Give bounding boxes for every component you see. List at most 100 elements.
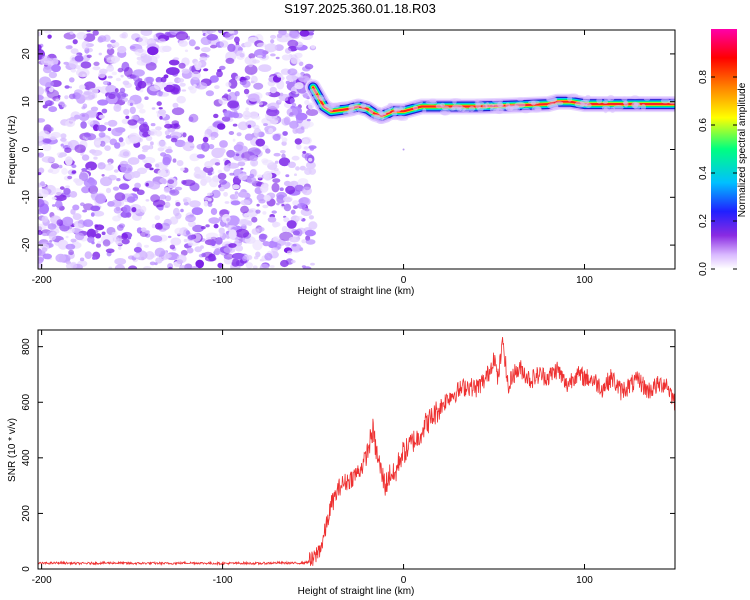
spectrogram-noise-blob: [272, 178, 281, 184]
spectrogram-noise-blob: [121, 238, 130, 245]
spectrogram-noise-blob: [145, 251, 155, 260]
spectrogram-noise-blob: [99, 68, 108, 75]
spectrogram-noise-blob: [283, 116, 291, 126]
spectrogram-noise-blob: [256, 203, 260, 207]
spectrogram-noise-blob: [144, 38, 152, 44]
spectrogram-noise-blob: [117, 45, 127, 54]
spectrogram-noise-blob: [306, 118, 311, 122]
spectrogram-noise-blob: [294, 184, 304, 192]
colorbar-ticks: 0.0 0.2 0.4 0.6 0.8: [698, 70, 737, 276]
spectrogram-noise-blob: [174, 227, 184, 235]
spectrogram-noise-blob: [98, 52, 103, 56]
spectrogram-band-puff: [435, 103, 443, 109]
spectrogram-noise-blob: [262, 204, 269, 209]
spectrogram-noise-blob: [300, 208, 313, 217]
spectrogram-noise-blob: [111, 41, 120, 48]
spectrogram-noise-blob: [111, 71, 118, 76]
spectrogram-noise-blob: [309, 146, 315, 151]
spectrogram-noise-blob: [294, 138, 302, 145]
spectrogram-noise-blob: [86, 228, 96, 239]
spectrogram-noise-blob: [60, 137, 67, 142]
spectrogram-noise-blob: [41, 232, 48, 237]
spectrogram-noise-blob: [97, 162, 106, 170]
spectrogram-noise-blob: [240, 199, 251, 206]
spectrogram-noise-blob: [258, 233, 268, 240]
spectrogram-noise-blob: [65, 235, 69, 239]
spectrogram-noise-blob: [235, 50, 246, 60]
spectrogram-noise-blob: [208, 144, 215, 150]
spectrogram-noise-blob: [63, 61, 69, 65]
spectrogram-noise-blob: [303, 126, 309, 130]
spectrogram-band-puff: [516, 97, 524, 102]
spectrogram-noise-blob: [234, 91, 240, 97]
spectrogram-noise-blob: [181, 68, 190, 74]
spectrogram-noise-blob: [158, 107, 163, 110]
spectrogram-noise-blob: [290, 209, 296, 215]
spectrogram-band-puff: [429, 98, 437, 103]
spectrogram-noise-blob: [207, 202, 213, 207]
snr-y-tick-label: 800: [21, 338, 32, 355]
spectrogram-noise-blob: [90, 106, 99, 112]
spectrogram-band-puff: [492, 103, 504, 108]
spectrogram-noise-blob: [119, 33, 127, 39]
spectrogram-noise-blob: [145, 62, 157, 71]
spectrogram-noise-blob: [284, 47, 292, 54]
spectrogram-band-puff: [439, 109, 451, 116]
spectrogram-noise-blob: [95, 233, 102, 239]
spectrogram-plot-area: [38, 30, 675, 269]
colorbar-tick-label: 0.0: [698, 262, 709, 276]
spectrogram-noise-blob: [253, 82, 264, 90]
spectrogram-band-puff: [450, 98, 461, 102]
spectrogram-noise-blob: [256, 174, 263, 179]
spectrogram-noise-blob: [248, 53, 256, 59]
spectrogram-noise-blob: [47, 35, 51, 39]
spectrogram-noise-blob: [189, 200, 201, 208]
spectrogram-noise-blob: [158, 38, 166, 44]
spectrogram-noise-blob: [169, 123, 179, 129]
spectrogram-noise-blob: [121, 97, 128, 103]
spectrogram-band-puff: [622, 101, 628, 105]
spectrogram-noise-blob: [70, 238, 77, 243]
spectrogram-noise-blob: [114, 264, 126, 269]
spectrogram-noise-blob: [165, 67, 180, 76]
spectrogram-noise-blob: [287, 68, 298, 76]
spectrogram-noise-blob: [145, 230, 150, 234]
spectrogram-noise-blob: [292, 127, 299, 134]
spectrogram-noise-blob: [259, 263, 270, 269]
spectrogram-band-puff: [534, 108, 542, 112]
spectrogram-noise-blob: [192, 224, 204, 233]
spectrogram-noise-blob: [81, 154, 90, 161]
spectrogram-noise-blob: [116, 178, 121, 182]
spectrogram-noise-blob: [38, 141, 44, 147]
spectrogram-noise-blob: [128, 132, 140, 144]
spectrogram-noise-blob: [110, 39, 116, 43]
spectrogram-band-puff: [489, 107, 500, 113]
spectrogram-noise-blob: [243, 88, 250, 95]
spectrogram-noise-blob: [99, 140, 106, 147]
spectrogram-band-puff: [567, 96, 573, 102]
spectrogram-noise-blob: [270, 39, 275, 44]
spectrogram-noise-blob: [285, 185, 296, 195]
spectrogram-noise-blob: [247, 209, 254, 213]
spectrogram-noise-blob: [217, 172, 227, 180]
spectrogram-noise-blob: [301, 186, 312, 196]
spectrogram-noise-blob: [40, 181, 45, 187]
spectrogram-noise-blob: [211, 189, 221, 199]
spectrogram-noise-blob: [273, 152, 281, 157]
spectrogram-noise-blob: [170, 237, 182, 246]
spectrogram-noise-blob: [155, 32, 166, 39]
spectrogram-noise-blob: [59, 152, 67, 157]
spectrogram-noise-blob: [224, 93, 228, 97]
spectrogram-noise-blob: [271, 247, 279, 253]
spectrogram-noise-blob: [38, 152, 45, 158]
spectrogram-band-puff: [391, 111, 398, 116]
spectrogram-noise-blob: [181, 89, 187, 92]
spectrogram-noise-blob: [172, 158, 177, 163]
spectrogram-noise-blob: [281, 203, 285, 207]
spectrogram-noise-blob: [143, 56, 152, 64]
spectrogram-noise-blob: [93, 229, 99, 234]
spectrogram-noise-blob: [286, 107, 298, 117]
spectrogram-noise-blob: [53, 194, 67, 202]
